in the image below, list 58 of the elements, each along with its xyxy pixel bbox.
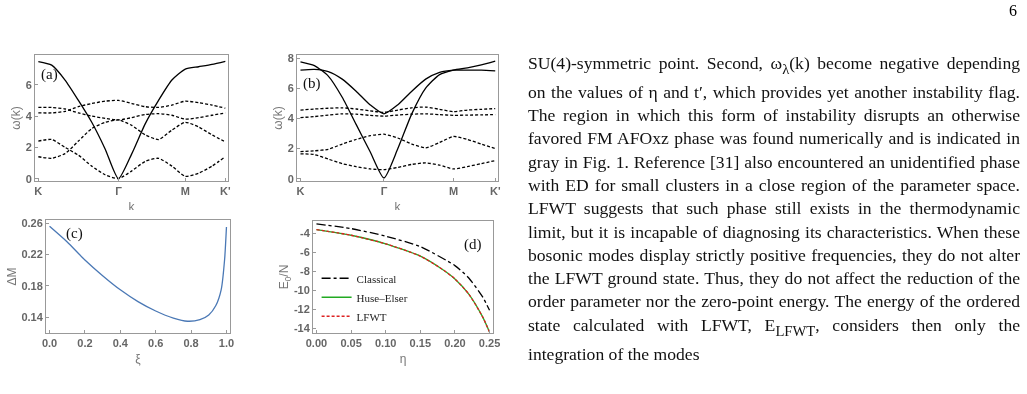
x-tick-label: 0.6 — [148, 337, 164, 350]
y-axis-title: ω(k) — [8, 106, 23, 130]
y-tick-label: 0.18 — [21, 279, 43, 292]
x-tick-label: 0.4 — [112, 337, 129, 350]
x-axis-title: η — [399, 352, 407, 367]
y-tick-label: 0.26 — [21, 216, 43, 229]
y-tick-label: 2 — [25, 141, 32, 154]
x-tick-label: 0.15 — [409, 337, 432, 350]
x-tick-label: M — [448, 185, 459, 198]
x-tick-label: 0.10 — [374, 337, 397, 350]
x-tick-label: K' — [489, 185, 501, 198]
x-tick-label: 0.05 — [340, 337, 362, 350]
y-tick-label: -4 — [300, 227, 311, 240]
y-tick-label: -10 — [293, 284, 310, 297]
y-axis-title: ω(k) — [270, 106, 285, 130]
annotation: (a) — [41, 66, 58, 83]
y-tick-label: 8 — [287, 51, 294, 64]
legend-label: LFWT — [356, 310, 387, 323]
line-series — [299, 60, 496, 179]
x-tick-label: Γ — [380, 185, 388, 198]
y-tick-label: -8 — [300, 265, 310, 278]
y-tick-label: 2 — [287, 142, 294, 155]
x-tick-label: K' — [220, 185, 231, 198]
x-tick-label: 0.0 — [41, 337, 58, 350]
text: SU(4)-symmetric point. Second, ω$_{λ}$(k) become negative depending on the values of η and t′, which provides yet another instability flag. The region in which this form of instability disrupts an otherwise favored FM AFOxz phase was found numerically and is indicated in gray in Fig. 1. Reference [31] also encountered an unidentified phase with ED for small clusters in a close region of the parameter space. LFWT suggests that such phase still exists in the thermodynamic limit, but it is incapable of diagnosing its characteristics. When these bosonic modes display strictly positive frequencies, they do not alter the LFWT ground state. Thus, they do not affect the reduction of the order parameter nor the zero-point energy. The energy of the ordered state calculated with LFWT, E$_{LFWT}$, considers then only the integration of the modes — [528, 53, 1020, 364]
x-tick-label: K — [296, 185, 305, 198]
x-tick-label: 0.20 — [444, 337, 466, 350]
x-tick-label: M — [180, 185, 190, 198]
y-tick-label: 4 — [287, 112, 295, 125]
y-axis-title: ΔM — [4, 267, 19, 286]
x-tick-label: 0.00 — [305, 337, 328, 350]
y-tick-label: 0.22 — [21, 248, 43, 261]
x-tick-label: K — [34, 185, 43, 198]
y-tick-label: 6 — [25, 78, 32, 91]
legend-label: Classical — [356, 272, 397, 285]
line-series — [315, 223, 491, 311]
y-tick-label: -6 — [300, 246, 310, 259]
x-tick-label: 1.0 — [218, 337, 235, 350]
x-tick-label: 0.2 — [77, 337, 93, 350]
y-tick-label: 0 — [287, 172, 294, 185]
y-tick-label: 0 — [25, 172, 32, 185]
text: 6 — [1009, 2, 1017, 20]
line-series — [48, 225, 228, 322]
legend-label: Huse–Elser — [356, 291, 408, 304]
y-tick-label: 0.14 — [21, 311, 44, 324]
x-tick-label: Γ — [115, 185, 123, 198]
annotation: (c) — [66, 225, 83, 242]
annotation: (d) — [464, 236, 482, 253]
y-tick-label: 6 — [287, 82, 294, 95]
y-tick-label: -14 — [293, 322, 311, 335]
line-series — [315, 228, 491, 333]
x-axis-title: ξ — [135, 352, 142, 367]
x-tick-label: 0.8 — [183, 337, 199, 350]
y-tick-label: -12 — [293, 303, 310, 316]
line-series — [37, 60, 226, 180]
x-tick-label: 0.25 — [478, 337, 501, 350]
y-tick-label: 4 — [25, 109, 33, 122]
annotation: (b) — [303, 75, 321, 92]
